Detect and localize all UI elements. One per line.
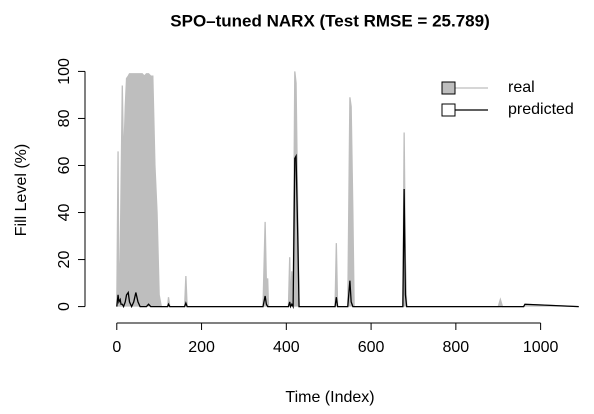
y-tick-label: 0 xyxy=(56,302,73,311)
legend-label: predicted xyxy=(508,101,574,118)
y-tick-label: 20 xyxy=(56,251,73,269)
y-tick-label: 40 xyxy=(56,204,73,222)
x-tick-label: 400 xyxy=(273,339,300,356)
chart-title: SPO–tuned NARX (Test RMSE = 25.789) xyxy=(170,11,489,30)
legend-swatch xyxy=(441,103,456,117)
y-tick-label: 100 xyxy=(56,58,73,85)
x-tick-label: 0 xyxy=(112,339,121,356)
y-axis-label: Fill Level (%) xyxy=(13,144,30,236)
legend-label: real xyxy=(508,79,535,96)
legend-swatch xyxy=(441,81,456,95)
x-tick-label: 600 xyxy=(358,339,385,356)
x-tick-label: 1000 xyxy=(523,339,559,356)
x-tick-label: 800 xyxy=(442,339,469,356)
x-axis-label: Time (Index) xyxy=(285,389,374,406)
x-tick-label: 200 xyxy=(188,339,215,356)
series-line xyxy=(116,153,579,310)
y-tick-label: 60 xyxy=(56,156,73,174)
y-tick-label: 80 xyxy=(56,109,73,127)
